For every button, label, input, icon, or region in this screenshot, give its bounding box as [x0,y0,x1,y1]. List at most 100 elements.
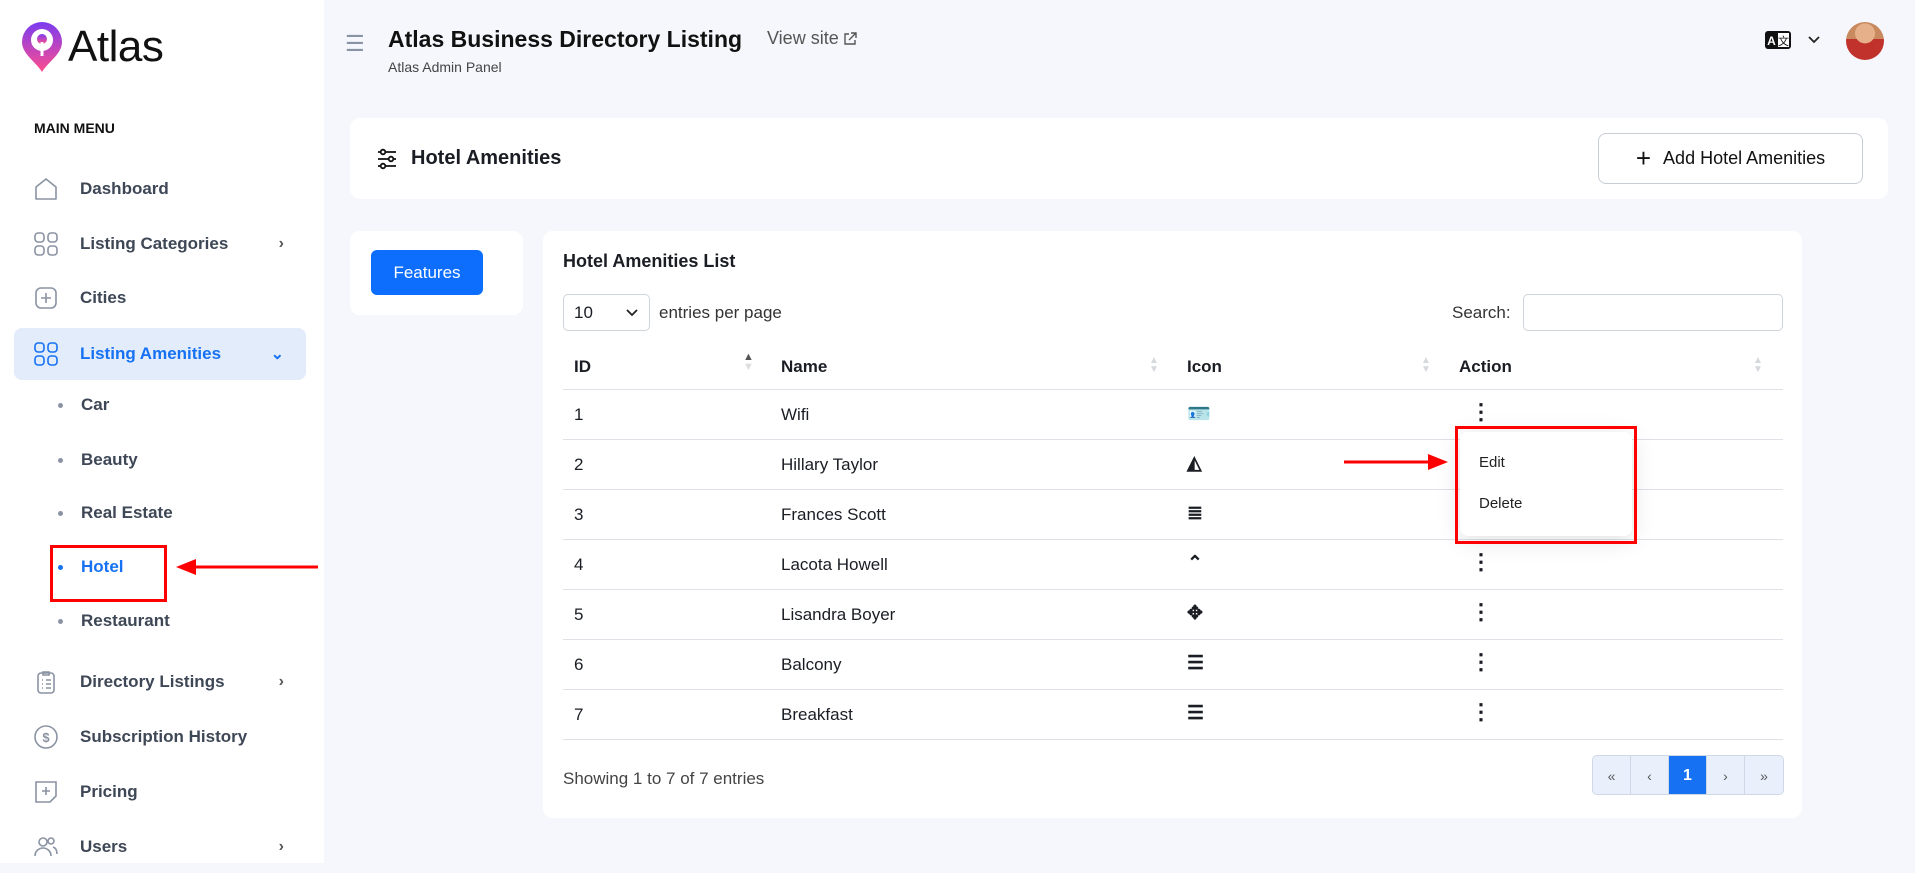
view-site-label: View site [767,28,839,48]
annotation-highlight-box [50,545,167,602]
page-header-title: Atlas Business Directory Listing [388,26,743,52]
entries-value: 10 [574,302,593,322]
sidebar-item-label: Listing Amenities [80,344,222,363]
cell-name: Balcony [781,655,842,674]
chevron-right-icon: › [278,838,284,855]
table-info: Showing 1 to 7 of 7 entries [563,769,765,788]
column-header-action[interactable]: Action [1459,357,1512,376]
grid-icon [32,230,60,258]
tag-plus-icon [32,778,60,806]
hamburger-menu-icon[interactable]: ☰ [345,31,365,56]
column-header-icon[interactable]: Icon [1187,357,1222,376]
grid-icon [32,340,60,368]
sort-asc-icon[interactable]: ▲ ▼ [743,351,754,373]
chevron-right-icon: › [278,235,284,252]
page-1-button[interactable]: 1 [1669,756,1707,794]
sort-icon[interactable]: ▲ ▼ [1421,355,1431,375]
sidebar-subitem-restaurant[interactable]: Restaurant [58,611,170,631]
svg-text:文: 文 [1778,34,1789,48]
table-row: 6 Balcony ☰ ⋮ [563,640,1783,690]
cell-name: Lacota Howell [781,555,888,574]
sidebar-item-directory-listings[interactable]: Directory Listings › [14,656,306,708]
logo[interactable]: Atlas [20,20,164,74]
angles-up-icon: ⌃ [1187,553,1203,574]
search-input[interactable] [1523,294,1783,331]
cell-name: Wifi [781,405,810,424]
pagination: « ‹ 1 › » [1592,755,1784,795]
last-page-button[interactable]: » [1760,768,1768,784]
external-link-icon [844,32,857,45]
arrows-move-icon: ✥ [1187,603,1203,624]
sidebar-item-dashboard[interactable]: Dashboard [14,163,306,215]
kebab-menu-icon[interactable]: ⋮ [1470,649,1492,674]
cell-name: Hillary Taylor [781,455,878,474]
column-header-name[interactable]: Name [781,357,828,376]
table-row: 4 Lacota Howell ⌃ ⋮ [563,540,1783,590]
table-row: 3 Frances Scott ≣ [563,490,1783,540]
entries-per-page-select[interactable]: 10 [563,294,650,331]
kebab-menu-icon[interactable]: ⋮ [1470,699,1492,724]
chevron-down-icon [626,308,638,316]
sidebar-item-subscription-history[interactable]: $ Subscription History [14,711,306,763]
cell-name: Lisandra Boyer [781,605,896,624]
sort-icon[interactable]: ▲ ▼ [1753,355,1763,375]
plus-icon: + [1635,143,1652,173]
align-center-icon: ☰ [1187,703,1205,724]
svg-text:$: $ [42,730,50,745]
search-label: Search: [1452,303,1511,322]
chevron-down-icon: ⌄ [270,346,284,363]
align-left-icon: ☰ [1187,653,1205,674]
user-avatar[interactable] [1846,22,1884,60]
chevron-right-icon: › [278,673,284,690]
angular-icon: ◭ [1187,453,1202,474]
cell-id: 5 [574,605,584,624]
table-row: 2 Hillary Taylor ◭ [563,440,1783,490]
sidebar-subitem-hotel[interactable]: Hotel [58,557,124,577]
sidebar-item-listing-amenities[interactable]: Listing Amenities ⌄ [14,328,306,380]
sidebar-item-label: Directory Listings [80,672,225,691]
plus-square-icon [32,284,60,312]
annotation-arrow-icon [176,559,318,575]
bullet-icon [58,402,63,408]
add-hotel-amenities-button[interactable]: + Add Hotel Amenities [1598,133,1863,184]
sort-icon[interactable]: ▲ ▼ [1149,355,1159,375]
bullet-icon [58,618,63,624]
sidebar-subitem-car[interactable]: Car [58,395,109,415]
edit-menu-item[interactable]: Edit [1479,454,1505,471]
kebab-menu-icon[interactable]: ⋮ [1470,399,1492,424]
tab-features[interactable]: Features [371,250,483,295]
brand-name: Atlas [68,22,164,71]
sidebar-subitem-real-estate[interactable]: Real Estate [58,503,173,523]
previous-page-button[interactable]: ‹ [1631,756,1669,794]
cell-id: 4 [574,555,584,574]
subitem-label: Real Estate [81,503,173,522]
annotation-arrow-icon [1344,454,1448,470]
first-page-button[interactable]: « [1593,756,1631,794]
home-icon [32,175,60,203]
menu-section-label: MAIN MENU [34,120,115,136]
svg-text:A: A [1767,34,1776,48]
view-site-link[interactable]: View site [767,28,858,49]
sidebar-subitem-beauty[interactable]: Beauty [58,450,138,470]
subitem-label: Hotel [81,557,124,576]
sidebar-item-listing-categories[interactable]: Listing Categories › [14,218,306,270]
subitem-label: Restaurant [81,611,170,630]
cell-id: 2 [574,455,584,474]
delete-menu-item[interactable]: Delete [1479,495,1523,512]
sidebar-item-cities[interactable]: Cities [14,272,306,324]
table-row: 1 Wifi 🪪 ⋮ [563,390,1783,440]
sidebar-item-pricing[interactable]: Pricing [14,766,306,818]
cell-id: 6 [574,655,584,674]
sidebar-item-users[interactable]: Users › [14,821,306,873]
clipboard-icon [32,668,60,696]
list-title: Hotel Amenities List [563,251,736,271]
column-header-id[interactable]: ID [574,357,591,376]
kebab-menu-icon[interactable]: ⋮ [1470,599,1492,624]
table-header-row: ID Name Icon Action ▲ ▼ ▲ ▼ ▲ ▼ ▲ ▼ [563,342,1783,390]
kebab-menu-icon[interactable]: ⋮ [1470,549,1492,574]
page-title-card: Hotel Amenities + Add Hotel Amenities [350,118,1888,199]
bullet-icon [58,564,63,570]
next-page-button[interactable]: › [1707,756,1745,794]
